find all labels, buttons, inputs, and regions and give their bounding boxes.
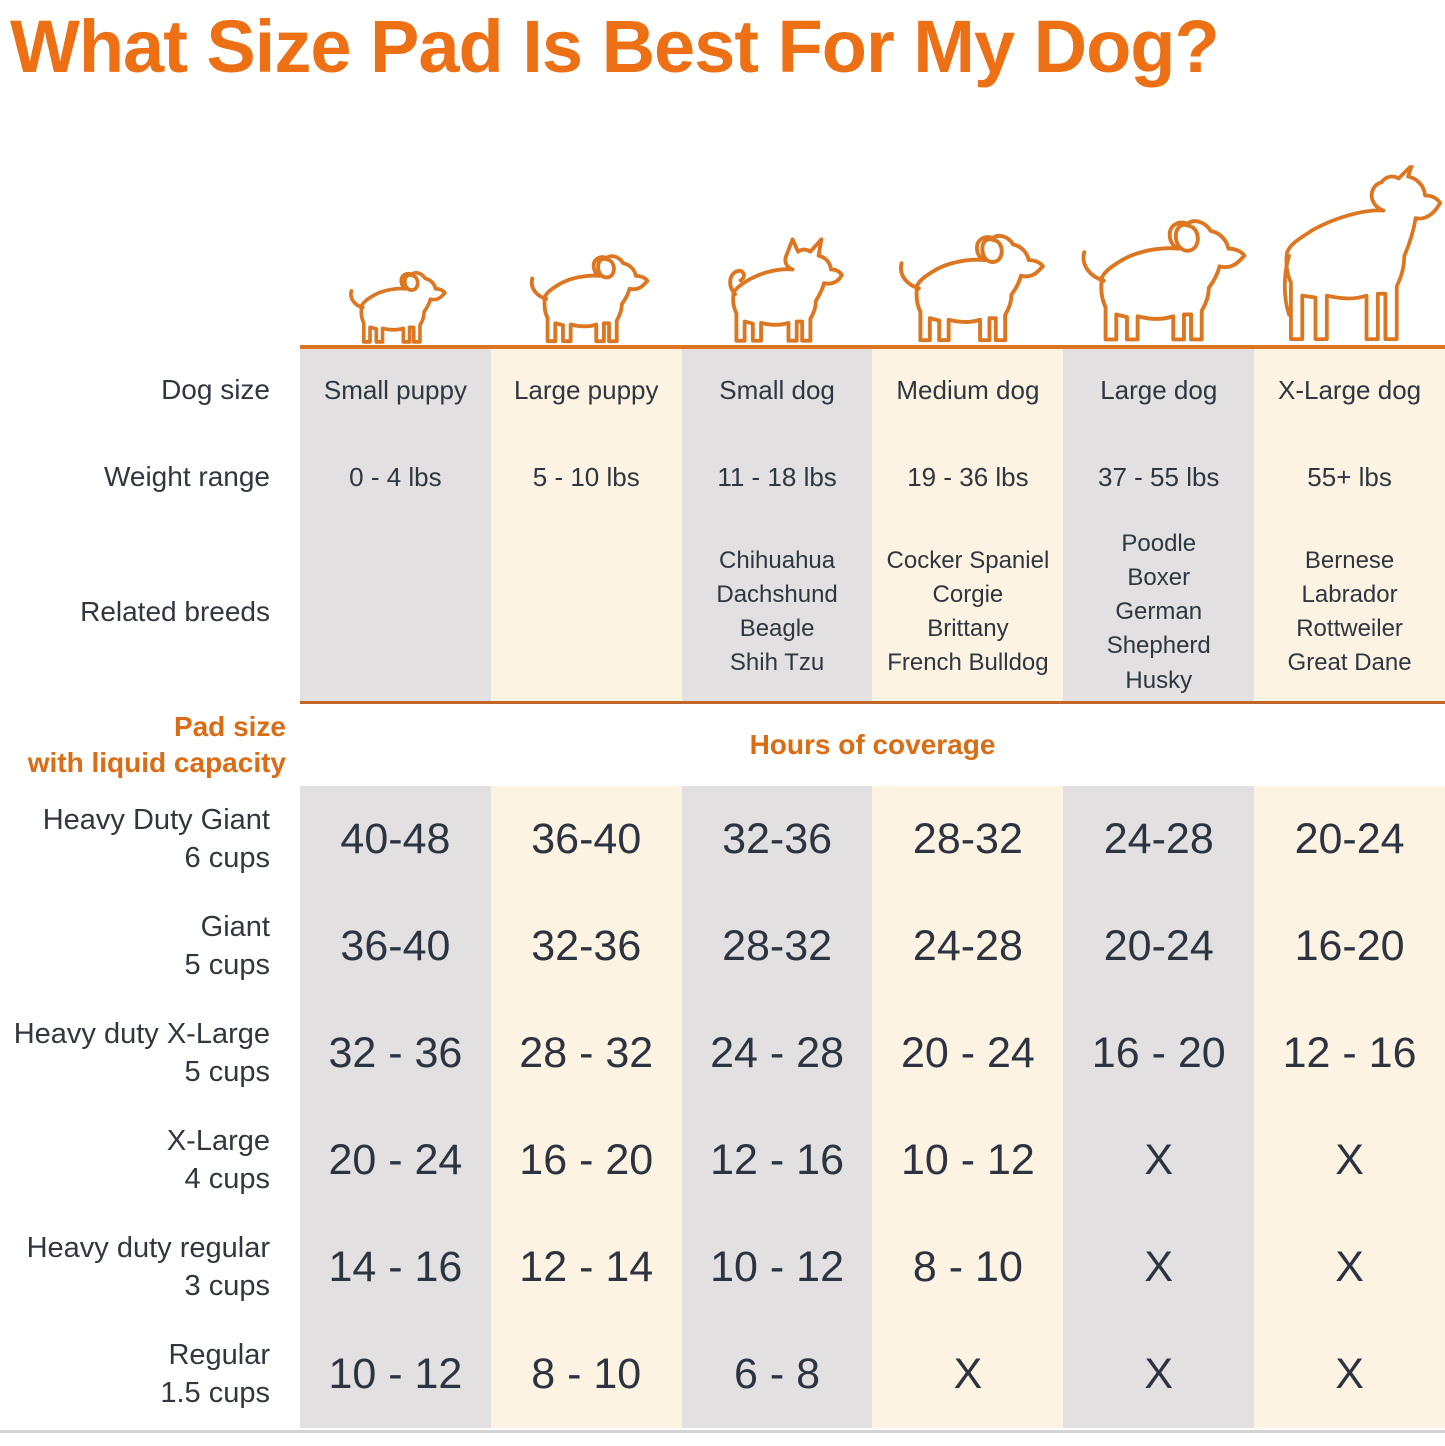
pad-row-label: Regular 1.5 cups [160, 1339, 270, 1409]
large-dog-icon [1070, 211, 1248, 345]
column-label: Small puppy [323, 374, 467, 405]
small-dog-chihuahua-icon [709, 235, 846, 345]
pad-row-label: Heavy duty X-Large 5 cups [13, 1018, 270, 1088]
hours-cell: X [1254, 1214, 1445, 1322]
hours-cell: 36-40 [300, 893, 491, 1001]
orange-divider-line [300, 701, 1445, 705]
hours-cell: 12 - 16 [681, 1107, 873, 1215]
hours-cell: 20-24 [1063, 893, 1255, 1001]
related-breeds-row-label: Related breeds [80, 596, 270, 628]
bottom-divider-line [0, 1430, 1445, 1434]
pad-row-regular: Regular 1.5 cups 10 - 12 8 - 10 6 - 8 X … [0, 1321, 1445, 1429]
coverage-header-band: Pad size with liquid capacity Hours of c… [0, 704, 1445, 786]
large-puppy-icon-cell [490, 87, 682, 350]
weight-value: 5 - 10 lbs [532, 461, 640, 492]
hours-cell: X [1254, 1321, 1445, 1429]
breeds-list: Poodle Boxer German Shepherd Husky [1106, 530, 1211, 694]
pad-size-header-line1: Pad size [173, 711, 286, 742]
hours-cell: 8 - 10 [490, 1321, 682, 1429]
column-label: Large dog [1100, 374, 1218, 405]
dog-size-row-label: Dog size [161, 374, 270, 406]
pad-row-label: Heavy duty regular 3 cups [26, 1232, 270, 1302]
column-label: X-Large dog [1278, 374, 1422, 405]
hours-cell: 6 - 8 [681, 1321, 873, 1429]
small-puppy-icon-cell [300, 87, 491, 350]
hours-cell: 36-40 [490, 786, 682, 894]
hours-cell: 32-36 [681, 786, 873, 894]
weight-value: 11 - 18 lbs [717, 461, 837, 492]
pad-size-header: Pad size with liquid capacity [0, 704, 300, 786]
hours-cell: 24-28 [872, 893, 1064, 1001]
hours-cell: 28-32 [681, 893, 873, 1001]
hours-cell: 24-28 [1063, 786, 1255, 894]
hours-cell: 10 - 12 [300, 1321, 491, 1429]
breeds-list: Bernese Labrador Rottweiler Great Dane [1287, 547, 1412, 677]
dog-icons-row [0, 87, 1445, 350]
breeds-list: Chihuahua Dachshund Beagle Shih Tzu [716, 547, 838, 677]
hours-cell: 20 - 24 [300, 1107, 491, 1215]
small-puppy-dog-icon [343, 267, 447, 345]
dog-info-band: Dog size Weight range Related breeds Sma… [0, 349, 1445, 702]
small-dog-icon-cell [681, 87, 873, 350]
column-small-puppy: Small puppy 0 - 4 lbs [300, 349, 491, 702]
pad-size-header-line2: with liquid capacity [27, 747, 286, 779]
hours-cell: 16 - 20 [490, 1107, 682, 1215]
hours-cell: 28 - 32 [490, 1000, 682, 1108]
pad-row-label: X-Large 4 cups [166, 1125, 270, 1195]
pad-row-giant: Giant 5 cups 36-40 32-36 28-32 24-28 20-… [0, 893, 1445, 1001]
hours-cell: X [1063, 1321, 1255, 1429]
pad-row-heavy-duty-regular: Heavy duty regular 3 cups 14 - 16 12 - 1… [0, 1214, 1445, 1322]
column-label: Large puppy [513, 374, 659, 405]
hours-cell: 10 - 12 [872, 1107, 1064, 1215]
hours-cell: 24 - 28 [681, 1000, 873, 1108]
hours-cell: 16 - 20 [1063, 1000, 1255, 1108]
info-row-labels: Dog size Weight range Related breeds [0, 349, 300, 701]
hours-cell: 12 - 14 [490, 1214, 682, 1322]
large-puppy-dog-icon [522, 249, 650, 345]
hours-cell: 32 - 36 [300, 1000, 491, 1108]
hours-cell: 20 - 24 [872, 1000, 1064, 1108]
hours-cell: 20-24 [1254, 786, 1445, 894]
hours-cell: 10 - 12 [681, 1214, 873, 1322]
hours-cell: 12 - 16 [1254, 1000, 1445, 1108]
column-label: Medium dog [896, 374, 1040, 405]
medium-dog-icon-cell [872, 87, 1064, 350]
hours-cell: 32-36 [490, 893, 682, 1001]
hours-cell: X [1254, 1107, 1445, 1215]
hours-cell: 8 - 10 [872, 1214, 1064, 1322]
weight-value: 55+ lbs [1307, 461, 1392, 492]
column-large-dog: Large dog 37 - 55 lbs Poodle Boxer German… [1063, 349, 1255, 702]
hours-cell: 28-32 [872, 786, 1064, 894]
column-large-puppy: Large puppy 5 - 10 lbs [490, 349, 682, 702]
hours-cell: X [872, 1321, 1064, 1429]
pad-row-heavy-duty-x-large: Heavy duty X-Large 5 cups 32 - 36 28 - 3… [0, 1000, 1445, 1108]
hours-cell: X [1063, 1107, 1255, 1215]
column-x-large-dog: X-Large dog 55+ lbs Bernese Labrador Rott… [1254, 349, 1445, 702]
large-dog-icon-cell [1063, 87, 1255, 350]
weight-value: 19 - 36 lbs [907, 461, 1029, 492]
icons-row-spacer [0, 87, 300, 349]
hours-cell: 16-20 [1254, 893, 1445, 1001]
column-label: Small dog [719, 374, 835, 405]
pad-row-label: Heavy Duty Giant 6 cups [42, 804, 270, 874]
breeds-list: Cocker Spaniel Corgie Brittany French Bull… [886, 547, 1050, 677]
hours-cell: 40-48 [300, 786, 491, 894]
weight-range-row-label: Weight range [103, 461, 270, 493]
pad-row-x-large: X-Large 4 cups 20 - 24 16 - 20 12 - 16 1… [0, 1107, 1445, 1215]
column-medium-dog: Medium dog 19 - 36 lbs Cocker Spaniel Cor… [872, 349, 1064, 702]
page-title: What Size Pad Is Best For My Dog? [10, 5, 1220, 88]
pad-row-heavy-duty-giant: Heavy Duty Giant 6 cups 40-48 36-40 32-3… [0, 786, 1445, 894]
hours-of-coverage-header: Hours of coverage [749, 729, 996, 761]
column-small-dog: Small dog 11 - 18 lbs Chihuahua Dachshund… [681, 349, 873, 702]
weight-value: 0 - 4 lbs [349, 461, 442, 492]
x-large-dog-great-dane-icon [1255, 165, 1444, 345]
hours-cell: X [1063, 1214, 1255, 1322]
pad-row-label: Giant 5 cups [184, 911, 270, 981]
medium-dog-icon [889, 227, 1046, 345]
weight-value: 37 - 55 lbs [1098, 461, 1220, 492]
x-large-dog-icon-cell [1254, 87, 1445, 350]
hours-cell: 14 - 16 [300, 1214, 491, 1322]
